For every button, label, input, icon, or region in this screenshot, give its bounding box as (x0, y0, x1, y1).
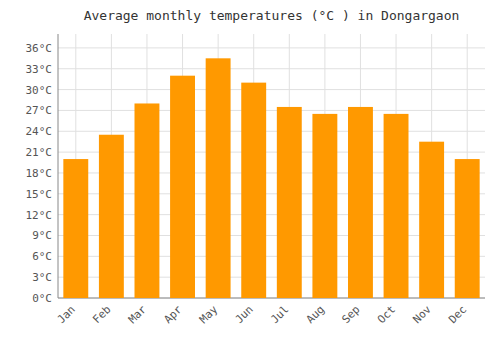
x-tick-label: Jul (268, 303, 291, 326)
bar (206, 58, 231, 298)
y-tick-label: 12°C (26, 209, 53, 222)
y-tick-label: 0°C (32, 292, 52, 305)
bar (312, 114, 337, 298)
x-tick-label: Apr (161, 303, 185, 327)
x-tick-label: Feb (90, 303, 113, 326)
y-grid-line (58, 110, 485, 111)
y-tick-label: 21°C (26, 146, 53, 159)
y-grid-line (58, 68, 485, 69)
y-tick-label: 6°C (32, 250, 52, 263)
x-tick-label: Mar (126, 303, 150, 327)
y-axis-line (58, 34, 59, 298)
y-grid-line (58, 47, 485, 48)
x-tick-label: Jan (55, 303, 78, 326)
x-tick-label: Aug (304, 303, 327, 326)
bar (170, 76, 195, 298)
y-tick-label: 9°C (32, 229, 52, 242)
y-tick-label: 24°C (26, 125, 53, 138)
x-tick-label: May (197, 303, 221, 327)
x-tick-label: Oct (375, 303, 398, 326)
y-tick-label: 18°C (26, 167, 53, 180)
y-tick-label: 3°C (32, 271, 52, 284)
title: Average monthly temperatures (°C ) in Do… (84, 8, 460, 23)
bar (135, 103, 160, 298)
x-tick-label: Jun (233, 303, 256, 326)
bars (63, 58, 479, 298)
x-tick-label: Nov (411, 303, 435, 327)
y-grid-line (58, 89, 485, 90)
y-tick-label: 33°C (26, 63, 53, 76)
y-tick-label: 15°C (26, 188, 53, 201)
bar (455, 159, 480, 298)
bar (348, 107, 373, 298)
axes: 0°C 3°C 6°C 9°C 12°C 15°C 18°C 21°C 24°C 27°C 30°C… (26, 34, 486, 326)
y-grid-line (58, 131, 485, 132)
bar (277, 107, 302, 298)
y-tick-label: 36°C (26, 42, 53, 55)
bar (63, 159, 88, 298)
x-tick-label: Sep (339, 303, 362, 326)
chart: 0°C 3°C 6°C 9°C 12°C 15°C 18°C 21°C 24°C 27°C 30°C… (0, 0, 500, 350)
bar (99, 135, 124, 298)
y-tick-label: 30°C (26, 84, 53, 97)
grid (58, 34, 485, 298)
bar (241, 83, 266, 298)
y-tick-label: 27°C (26, 104, 53, 117)
x-tick-label: Dec (446, 303, 469, 326)
bar (419, 142, 444, 298)
bar (384, 114, 409, 298)
